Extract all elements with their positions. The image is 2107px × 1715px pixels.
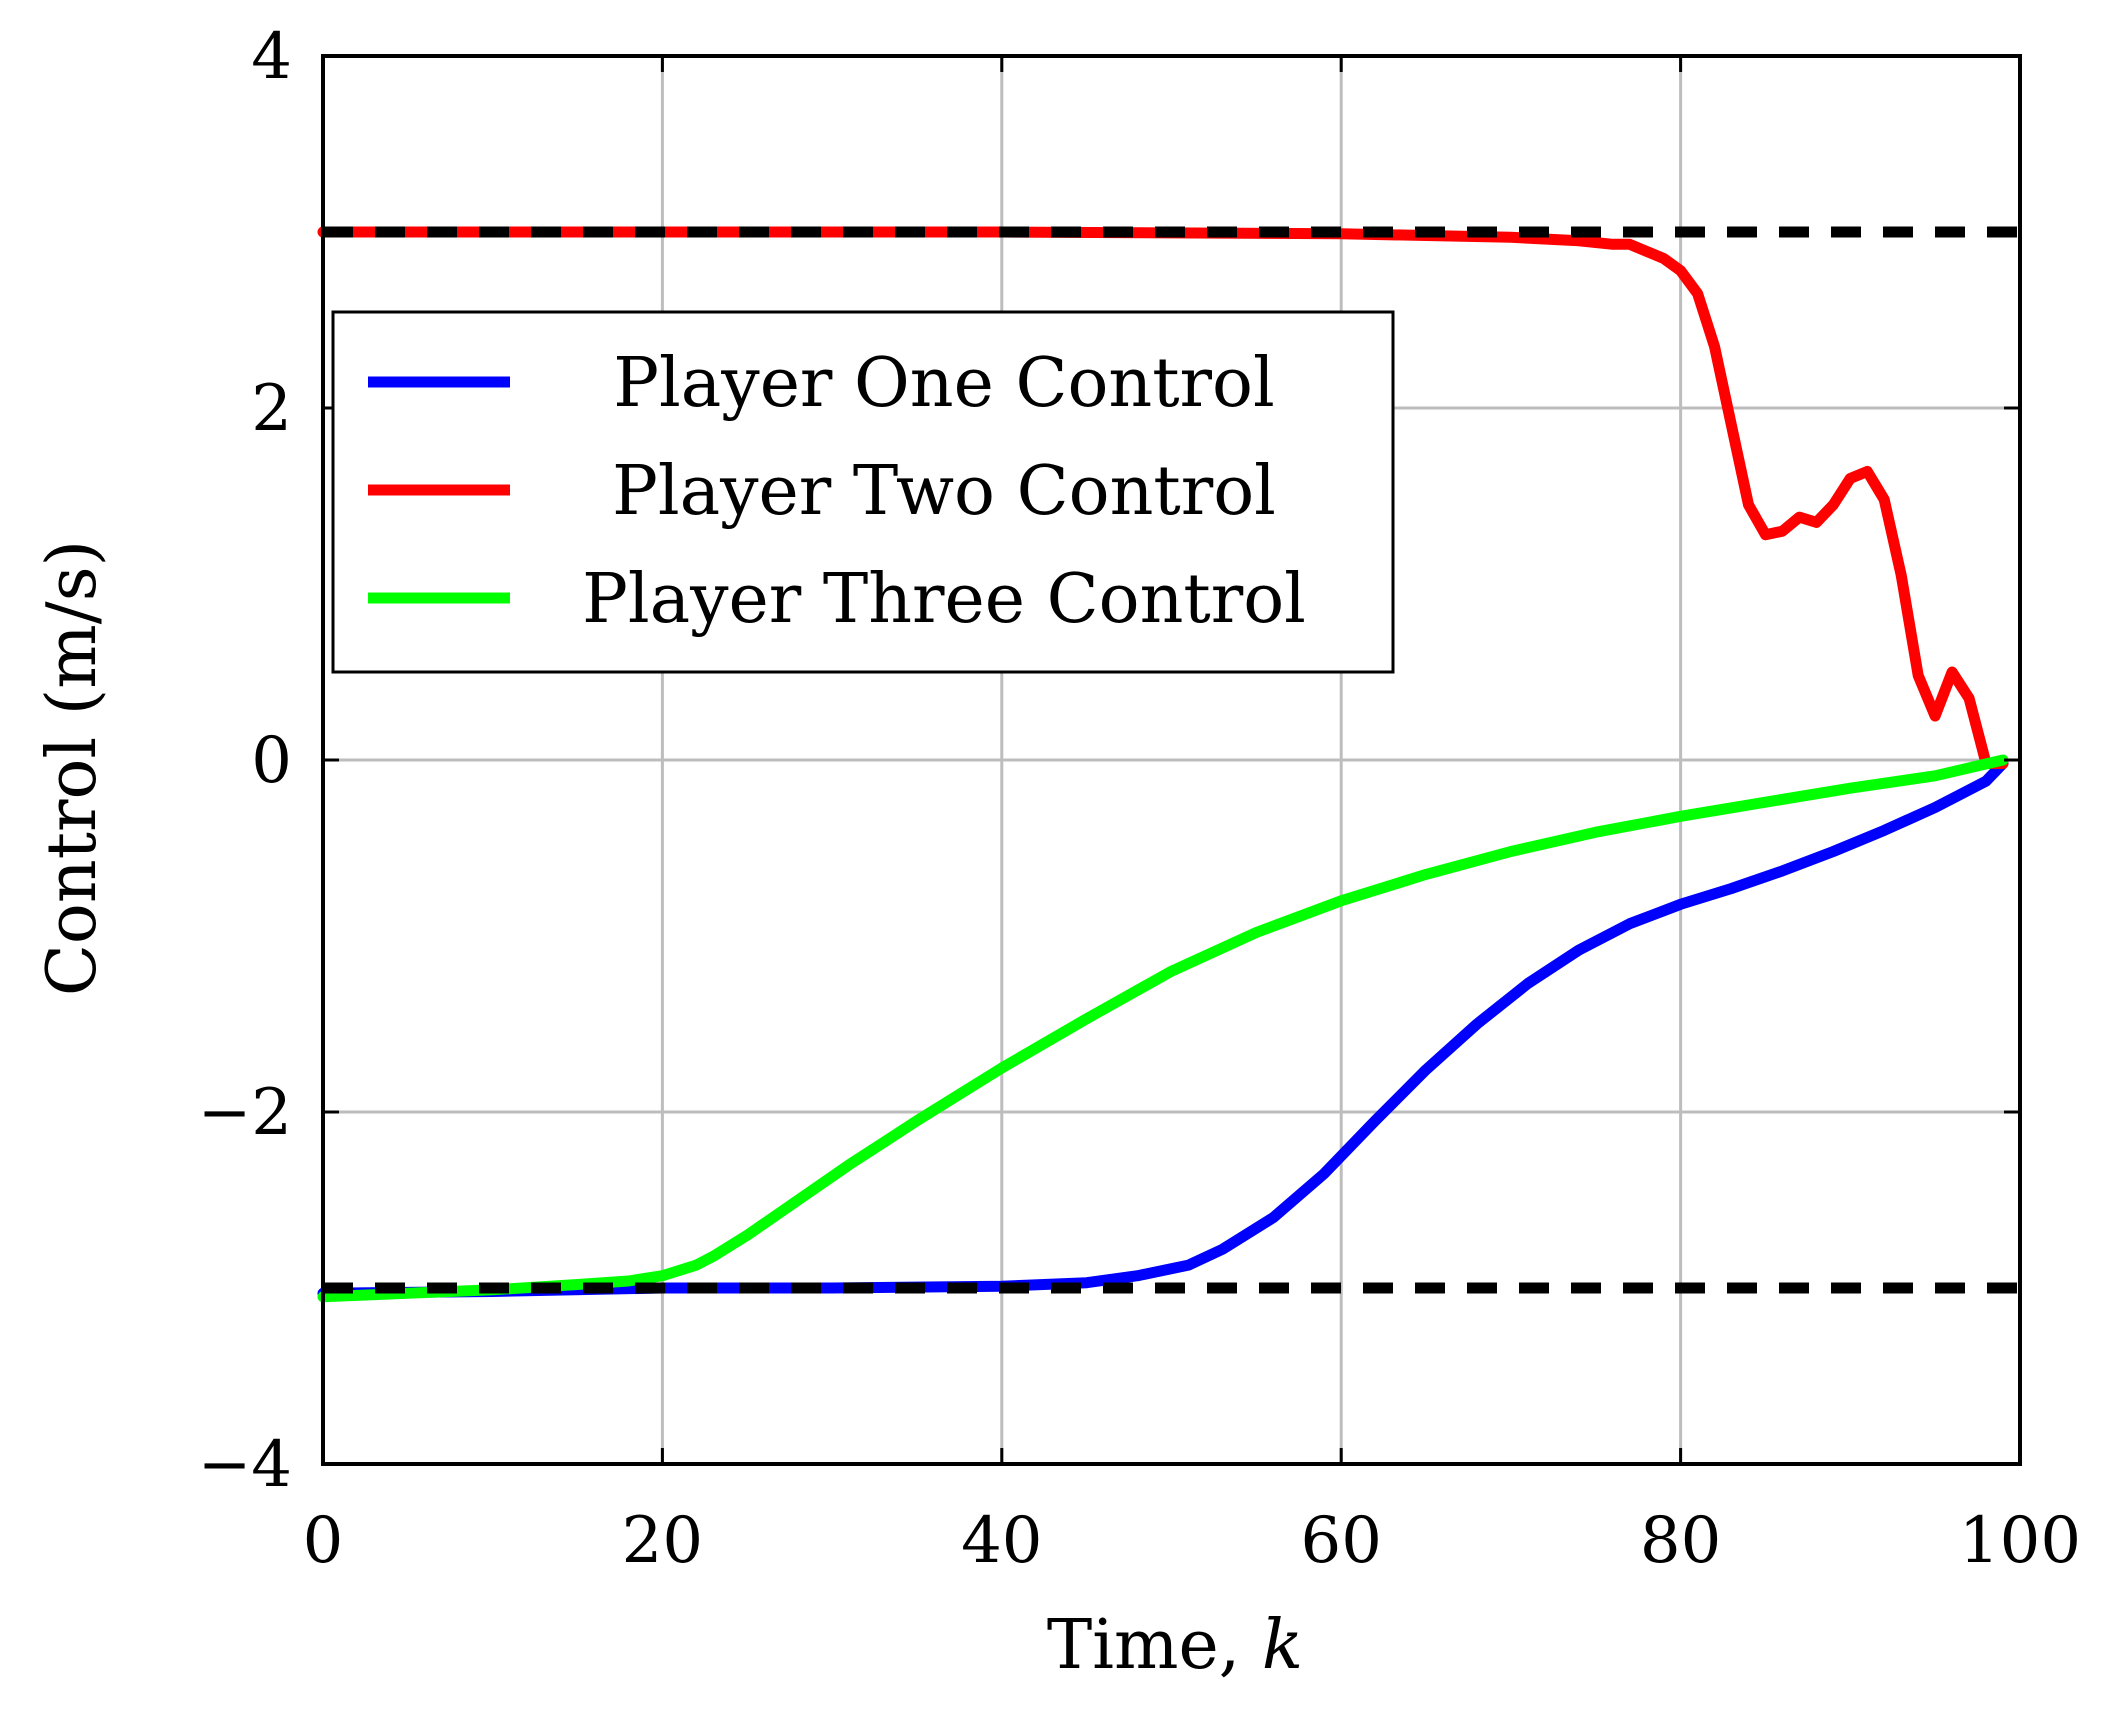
legend-label-3: Player Three Control xyxy=(582,560,1306,639)
x-tick-label: 20 xyxy=(622,1504,703,1578)
ticks xyxy=(321,54,2022,1466)
legend: Player One Control Player Two Control Play… xyxy=(331,310,1395,674)
y-tick-label: 0 xyxy=(251,724,292,798)
legend-items: Player One Control Player Two Control Play… xyxy=(368,344,1306,639)
y-axis-label: Control (m/s) xyxy=(33,540,112,996)
x-tick-label: 40 xyxy=(961,1504,1042,1578)
x-tick-label: 60 xyxy=(1300,1504,1381,1578)
series-line-3 xyxy=(317,754,2009,1303)
y-tick-label: 4 xyxy=(251,20,292,94)
y-tick-label: −2 xyxy=(198,1076,292,1150)
x-tick-label: 80 xyxy=(1640,1504,1721,1578)
y-tick-label: 2 xyxy=(251,372,292,446)
x-axis-label-main: Time, xyxy=(1047,1606,1262,1685)
legend-label-2: Player Two Control xyxy=(612,452,1276,531)
tick-labels: 0 20 40 60 80 100 −4 −2 0 2 4 xyxy=(198,20,2081,1578)
y-tick-label: −4 xyxy=(198,1428,292,1502)
x-axis-label-variable: k xyxy=(1262,1606,1303,1685)
series-line-2 xyxy=(317,226,2009,769)
legend-label-1: Player One Control xyxy=(613,344,1275,423)
x-tick-label: 100 xyxy=(1959,1504,2081,1578)
x-tick-label: 0 xyxy=(303,1504,344,1578)
x-axis-label: Time, k xyxy=(1047,1606,1303,1685)
